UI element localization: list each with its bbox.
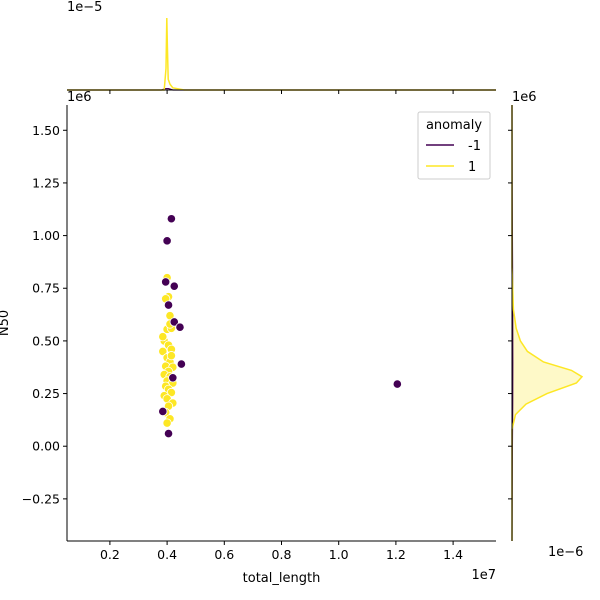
y-axis-ticks: −0.25 0.00 0.25 0.50 0.75 1.00 1.25 1.50 — [22, 123, 67, 506]
legend-label-1: 1 — [468, 160, 476, 175]
legend-title: anomaly — [426, 118, 482, 133]
x-axis-title: total_length — [243, 571, 321, 586]
main-scatter-plot: 0.2 0.4 0.6 0.8 1.0 1.2 1.4 −0.25 0.00 0.25 0.50 0… — [0, 90, 496, 586]
top-marginal-plot: 1e−5 — [67, 0, 496, 94]
scatter-point--1 — [158, 406, 168, 417]
scatter-point--1 — [163, 428, 174, 439]
scatter-points — [158, 214, 402, 439]
right-kde-series-1 — [511, 105, 584, 541]
x-tick-label: 0.8 — [272, 547, 292, 562]
y-tick-label: 1.50 — [32, 123, 60, 138]
y-tick-label: 0.75 — [32, 281, 60, 296]
x-tick-label: 1.2 — [386, 547, 406, 562]
legend: anomaly -1 1 — [417, 111, 491, 180]
scatter-point--1 — [168, 373, 178, 383]
scatter-point-1 — [158, 346, 168, 357]
scatter-point-1 — [162, 418, 172, 428]
y-tick-label: 0.25 — [32, 386, 60, 401]
x-tick-label: 0.6 — [214, 547, 234, 562]
top-marginal-ticks — [109, 90, 454, 94]
right-marginal-offset-text-top: 1e6 — [512, 90, 537, 105]
legend-label--1: -1 — [468, 139, 481, 154]
x-axis-offset-text: 1e7 — [471, 568, 496, 583]
top-kde-series-1 — [67, 17, 496, 91]
y-tick-label: 0.50 — [32, 333, 60, 348]
scatter-point--1 — [169, 317, 179, 327]
y-tick-label: −0.25 — [22, 491, 60, 506]
x-tick-label: 1.0 — [329, 547, 349, 562]
y-axis-offset-text: 1e6 — [67, 90, 92, 105]
scatter-point-1 — [158, 332, 168, 342]
y-tick-label: 0.00 — [32, 439, 60, 454]
x-tick-label: 1.4 — [443, 547, 463, 562]
scatter-point--1 — [392, 379, 402, 389]
top-marginal-offset-text: 1e−5 — [67, 0, 102, 15]
scatter-point--1 — [175, 322, 185, 332]
x-tick-label: 0.2 — [100, 547, 120, 562]
y-axis-title: N50 — [0, 310, 12, 336]
scatter-point--1 — [162, 236, 172, 246]
x-axis-ticks: 0.2 0.4 0.6 0.8 1.0 1.2 1.4 — [100, 541, 463, 562]
scatter-point-1 — [166, 351, 176, 361]
scatter-point--1 — [169, 281, 179, 291]
y-tick-label: 1.00 — [32, 228, 60, 243]
right-kde-fill-1 — [512, 105, 582, 541]
scatter-point--1 — [176, 359, 186, 369]
right-marginal-ticks — [508, 129, 512, 500]
right-marginal-plot: 1e6 1e−6 — [508, 90, 583, 560]
scatter-point--1 — [161, 277, 171, 287]
scatter-point--1 — [166, 214, 176, 224]
right-marginal-offset-text-bottom: 1e−6 — [548, 545, 583, 560]
scatter-point--1 — [163, 300, 174, 310]
y-tick-label: 1.25 — [32, 175, 60, 190]
x-tick-label: 0.4 — [157, 547, 177, 562]
